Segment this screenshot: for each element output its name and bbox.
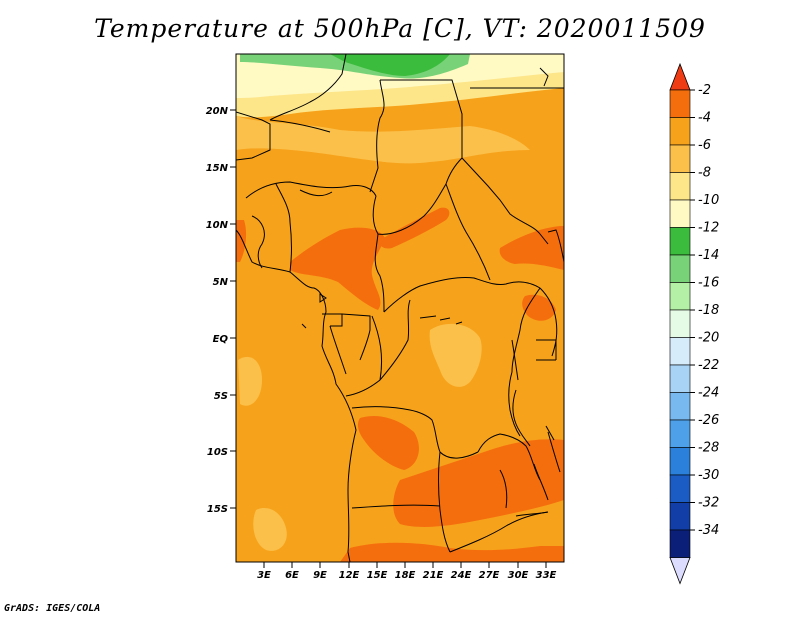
- colorbar-swatch: [669, 364, 691, 393]
- lat-label-eq: EQ: [213, 334, 229, 345]
- field-band-minus14-core: [330, 54, 450, 76]
- colorbar-label: -32: [698, 496, 719, 511]
- lon-label-18e: 18E: [395, 570, 416, 581]
- lat-axis: 20N 15N 10N 5N EQ 5S 10S 15S: [206, 106, 236, 515]
- temperature-field: [236, 54, 564, 562]
- country-borders: [236, 54, 564, 562]
- colorbar-swatch: [669, 172, 691, 201]
- lon-label-3e: 3E: [257, 570, 271, 581]
- field-patch-minus4-zambia: [393, 439, 564, 527]
- colorbar-label: -22: [698, 358, 719, 373]
- field-patch-minus4-angola: [357, 415, 419, 470]
- colorbar-swatch: [669, 144, 691, 173]
- colorbar-swatch: [669, 419, 691, 448]
- field-patch-minus4-south: [340, 542, 564, 562]
- lon-label-6e: 6E: [285, 570, 299, 581]
- colorbar-swatch: [669, 282, 691, 311]
- colorbar-label: -34: [698, 523, 719, 538]
- lat-label-15s: 15S: [207, 504, 228, 515]
- lon-axis: 3E 6E 9E 12E 15E 18E 21E 24E 27E 30E 33E: [257, 562, 557, 581]
- colorbar-swatch: [669, 89, 691, 118]
- field-patch-minus4-east: [499, 226, 564, 270]
- colorbar-swatch: [669, 254, 691, 283]
- colorbar-swatch: [669, 474, 691, 503]
- colorbar-swatch: [669, 392, 691, 421]
- lat-label-15n: 15N: [206, 163, 229, 174]
- field-patch-minus8-atlantic: [238, 356, 262, 406]
- lat-label-10n: 10N: [206, 220, 229, 231]
- colorbar-label: -14: [698, 248, 719, 263]
- colorbar-label: -2: [698, 83, 711, 98]
- colorbar-swatch: [669, 529, 691, 558]
- colorbar-label: -16: [698, 276, 719, 291]
- colorbar-label: -6: [698, 138, 711, 153]
- colorbar-label: -8: [698, 166, 711, 181]
- lon-label-9e: 9E: [313, 570, 327, 581]
- field-patch-minus8-sw: [253, 508, 287, 551]
- field-patch-minus4-west: [236, 220, 247, 262]
- lat-label-5n: 5N: [213, 277, 229, 288]
- field-patch-minus4-nigeria: [290, 227, 385, 310]
- colorbar-triangle-top: [669, 62, 691, 91]
- lat-label-10s: 10S: [207, 447, 228, 458]
- lat-label-5s: 5S: [214, 391, 228, 402]
- colorbar-swatch: [669, 337, 691, 366]
- field-patch-minus4-chad: [379, 207, 450, 249]
- field-patch-minus8-congo: [429, 323, 482, 387]
- colorbar-swatch: [669, 199, 691, 228]
- colorbar: -2 -4 -6 -8 -10 -12 -14 -16 -18 -20 -22 -24 -26 -28 -3…: [669, 62, 719, 585]
- colorbar-swatch: [669, 227, 691, 256]
- colorbar-label: -18: [698, 303, 719, 318]
- colorbar-triangle-bottom: [669, 557, 691, 585]
- colorbar-label: -30: [698, 468, 719, 483]
- lon-label-12e: 12E: [339, 570, 360, 581]
- lon-label-33e: 33E: [536, 570, 557, 581]
- colorbar-label: -10: [698, 193, 719, 208]
- map-frame: [235, 53, 565, 563]
- colorbar-label: -28: [698, 441, 719, 456]
- colorbar-label: -20: [698, 331, 719, 346]
- lon-label-15e: 15E: [367, 570, 388, 581]
- colorbar-label: -24: [698, 386, 719, 401]
- field-patch-minus8-north: [236, 116, 530, 164]
- colorbar-swatch: [669, 447, 691, 476]
- chart-title: Temperature at 500hPa [C], VT: 202001150…: [94, 14, 706, 43]
- lon-label-21e: 21E: [423, 570, 444, 581]
- colorbar-label: -12: [698, 221, 719, 236]
- credit-text: GrADS: IGES/COLA: [4, 603, 101, 614]
- colorbar-swatch: [669, 502, 691, 531]
- colorbar-label: -26: [698, 413, 719, 428]
- lon-label-24e: 24E: [451, 570, 472, 581]
- colorbar-swatch: [669, 117, 691, 146]
- colorbar-swatch: [669, 309, 691, 338]
- colorbar-label: -4: [698, 111, 711, 126]
- lon-label-27e: 27E: [479, 570, 500, 581]
- lon-label-30e: 30E: [508, 570, 529, 581]
- lat-label-20n: 20N: [206, 106, 229, 117]
